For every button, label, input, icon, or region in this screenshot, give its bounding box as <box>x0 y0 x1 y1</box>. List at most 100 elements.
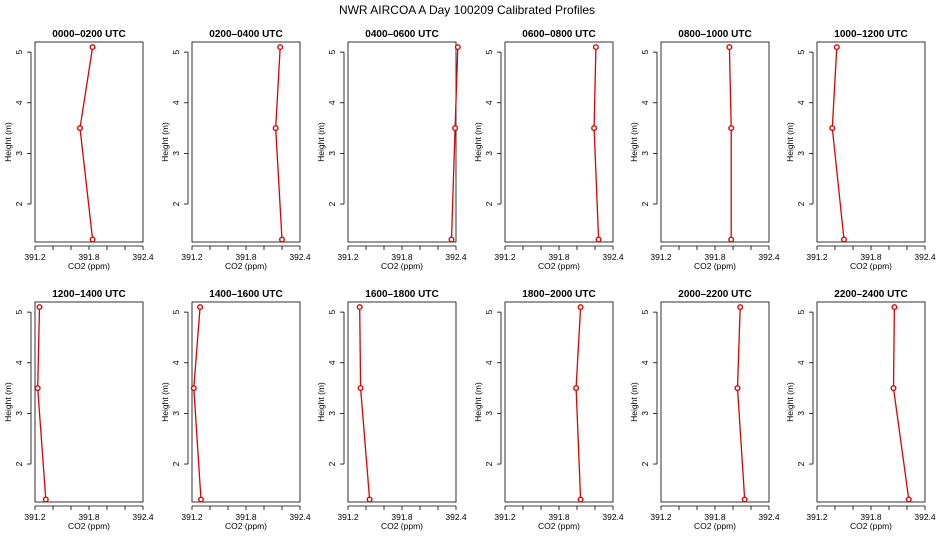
x-tick-label: 392.4 <box>914 512 936 522</box>
profile-line <box>359 307 371 500</box>
data-point <box>279 236 286 243</box>
profile-line <box>193 307 202 500</box>
y-tick-label: 4 <box>171 100 181 105</box>
x-tick-label: 391.8 <box>548 252 570 262</box>
plot-frame <box>504 41 614 243</box>
x-tick-label: 391.2 <box>806 252 828 262</box>
y-tick-label: 5 <box>484 309 494 314</box>
panel-1: 0000–0200 UTC 391.2 391.8 392.4 2 3 4 5 CO2 (ppm… <box>3 29 154 271</box>
panel-title: 1800–2000 UTC <box>522 289 595 300</box>
x-axis-label: CO2 (ppm) <box>381 261 423 271</box>
data-point <box>591 125 598 132</box>
x-axis-label: CO2 (ppm) <box>694 521 736 531</box>
panel-title: 2000–2200 UTC <box>678 289 751 300</box>
y-axis-label: Height (m) <box>160 382 170 422</box>
y-tick-label: 5 <box>640 49 650 54</box>
plot-frame <box>347 301 457 503</box>
profile-line <box>79 46 94 240</box>
data-point <box>197 304 204 311</box>
data-point <box>833 44 840 51</box>
profile-line <box>593 47 600 240</box>
y-tick-label: 3 <box>171 151 181 156</box>
y-tick-label: 5 <box>640 309 650 314</box>
y-tick-label: 2 <box>484 201 494 206</box>
data-point <box>42 496 49 503</box>
data-point <box>366 496 373 503</box>
x-tick-label: 391.8 <box>78 252 100 262</box>
plot-frame <box>34 41 144 243</box>
x-tick-label: 392.4 <box>132 252 154 262</box>
x-tick-label: 392.4 <box>132 512 154 522</box>
y-tick-label: 3 <box>14 151 24 156</box>
x-tick-label: 391.2 <box>494 512 516 522</box>
x-axis-label: CO2 (ppm) <box>68 521 110 531</box>
plot-frame <box>660 301 770 503</box>
data-point <box>190 385 197 392</box>
y-axis-label: Height (m) <box>473 122 483 162</box>
plot-frame <box>191 301 301 503</box>
x-tick-label: 392.4 <box>445 252 467 262</box>
x-tick-label: 391.2 <box>24 252 46 262</box>
profile-line <box>37 307 47 500</box>
data-point <box>577 304 584 311</box>
y-tick-label: 2 <box>796 461 806 466</box>
x-tick-label: 391.2 <box>181 512 203 522</box>
data-point <box>452 125 459 132</box>
x-tick-label: 391.2 <box>337 252 359 262</box>
data-point <box>841 236 848 243</box>
y-tick-label: 5 <box>171 49 181 54</box>
panel-title: 0800–1000 UTC <box>678 29 751 40</box>
data-point <box>737 304 744 311</box>
panel-title: 0000–0200 UTC <box>52 29 125 40</box>
data-point <box>595 236 602 243</box>
data-point <box>734 385 741 392</box>
plot-frame <box>816 301 926 503</box>
y-tick-label: 2 <box>14 201 24 206</box>
panel-5: 0800–1000 UTC 391.2 391.8 392.4 2 3 4 5 CO2 (ppm… <box>629 29 780 271</box>
y-tick-label: 3 <box>640 411 650 416</box>
panel-title: 0600–0800 UTC <box>522 29 595 40</box>
y-axis-label: Height (m) <box>316 122 326 162</box>
y-tick-label: 5 <box>171 309 181 314</box>
y-tick-label: 5 <box>14 49 24 54</box>
profile-line <box>275 47 283 240</box>
y-tick-label: 3 <box>484 151 494 156</box>
x-axis-label: CO2 (ppm) <box>694 261 736 271</box>
panel-2: 0200–0400 UTC 391.2 391.8 392.4 2 3 4 5 CO2 (ppm… <box>160 29 311 271</box>
panel-title: 2200–2400 UTC <box>834 289 907 300</box>
y-tick-label: 2 <box>171 201 181 206</box>
panel-title: 1000–1200 UTC <box>834 29 907 40</box>
y-tick-label: 2 <box>640 461 650 466</box>
data-point <box>34 385 41 392</box>
y-tick-label: 3 <box>640 151 650 156</box>
panel-title: 0200–0400 UTC <box>209 29 282 40</box>
x-axis-label: CO2 (ppm) <box>68 261 110 271</box>
y-tick-label: 4 <box>14 100 24 105</box>
data-point <box>592 44 599 51</box>
y-tick-label: 3 <box>171 411 181 416</box>
profile-line <box>450 47 459 240</box>
panel-title: 0400–0600 UTC <box>365 29 438 40</box>
plot-frame <box>816 41 926 243</box>
y-tick-label: 4 <box>484 360 494 365</box>
plot-frame <box>347 41 457 243</box>
panel-title: 1400–1600 UTC <box>209 289 282 300</box>
y-tick-label: 4 <box>14 360 24 365</box>
data-point <box>197 496 204 503</box>
profile-line <box>831 47 845 240</box>
x-tick-label: 392.4 <box>758 252 780 262</box>
y-axis-label: Height (m) <box>316 382 326 422</box>
main-title: NWR AIRCOA A Day 100209 Calibrated Profi… <box>339 3 595 17</box>
x-tick-label: 391.8 <box>391 252 413 262</box>
y-axis-label: Height (m) <box>473 382 483 422</box>
x-tick-label: 392.4 <box>758 512 780 522</box>
data-point <box>89 44 96 51</box>
y-tick-label: 4 <box>327 360 337 365</box>
y-axis-label: Height (m) <box>3 122 13 162</box>
y-tick-label: 4 <box>796 100 806 105</box>
y-tick-label: 4 <box>327 100 337 105</box>
y-tick-label: 5 <box>14 309 24 314</box>
x-tick-label: 391.8 <box>704 252 726 262</box>
y-axis-label: Height (m) <box>160 122 170 162</box>
data-point <box>829 125 836 132</box>
